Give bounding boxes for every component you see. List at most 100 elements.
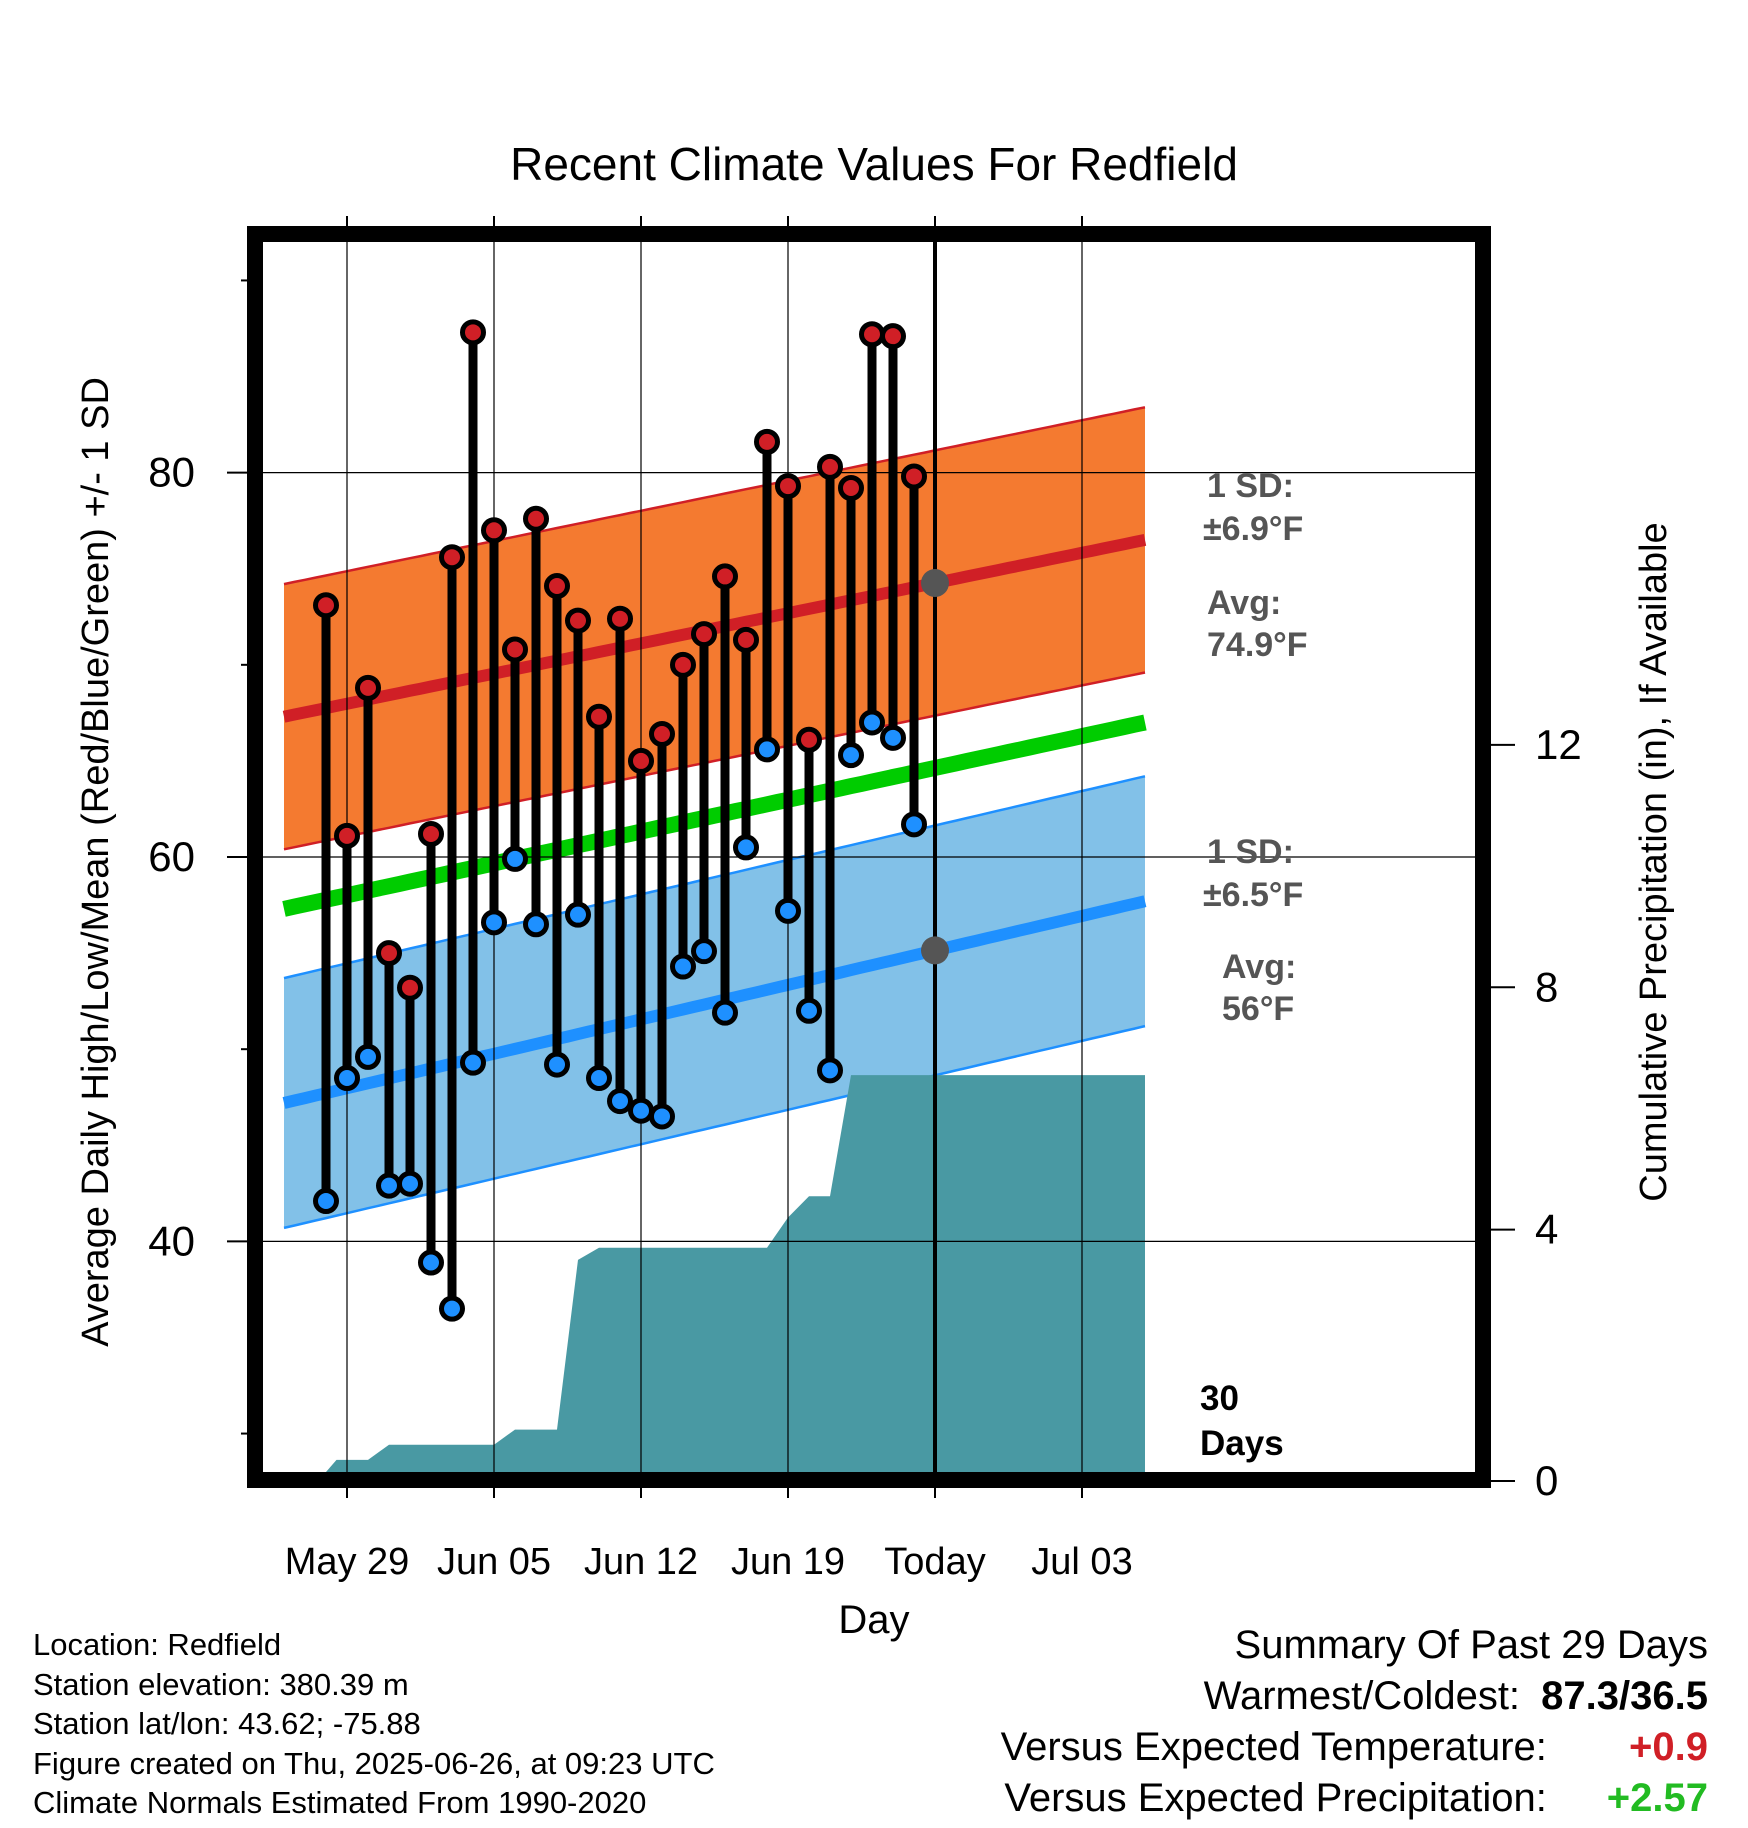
high-temp-point <box>544 573 570 600</box>
high-temp-point <box>397 974 423 1001</box>
low-temp-point <box>586 1065 612 1092</box>
low-temp-point <box>418 1249 444 1276</box>
high-sd-upper-line <box>283 406 1146 586</box>
high-sd-label: 1 SD: <box>1207 467 1294 505</box>
x-tick-label: Jul 03 <box>1031 1541 1132 1583</box>
low-temp-point <box>775 897 801 924</box>
high-temp-point <box>418 820 444 847</box>
plot-content <box>263 242 1475 1472</box>
today-high-avg-marker <box>921 569 949 598</box>
low-temp-point <box>670 953 696 980</box>
high-temp-point <box>355 674 381 701</box>
high-temp-point <box>460 319 486 346</box>
warmest-coldest-value: 87.3/36.5 <box>1541 1674 1708 1718</box>
high-temp-point <box>523 505 549 532</box>
low-sd-label: 1 SD: <box>1207 833 1294 871</box>
low-temp-point <box>502 845 528 872</box>
window-unit: Days <box>1200 1424 1284 1463</box>
high-temp-point <box>565 607 591 634</box>
y2-axis-label: Cumulative Precipitation (in), If Availa… <box>1633 522 1675 1201</box>
y2-tick-label: 0 <box>1535 1457 1558 1504</box>
high-temp-point <box>817 453 843 480</box>
low-avg-value: 56°F <box>1222 990 1294 1028</box>
today-low-avg-marker <box>921 936 949 965</box>
temp-departure-value: +0.9 <box>1629 1725 1708 1769</box>
summary-panel: Summary Of Past 29 Days Warmest/Coldest:… <box>1001 1620 1708 1824</box>
high-temp-point <box>775 473 801 500</box>
low-temp-point <box>439 1295 465 1322</box>
temp-departure-label: Versus Expected Temperature: <box>1000 1725 1547 1769</box>
low-temp-point <box>355 1043 381 1070</box>
high-temp-point <box>502 636 528 663</box>
high-temp-point <box>439 544 465 571</box>
high-temp-point <box>481 517 507 544</box>
high-temp-point <box>313 592 339 619</box>
high-avg-value: 74.9°F <box>1207 626 1308 664</box>
low-temp-point <box>460 1049 486 1076</box>
created-text: Figure created on Thu, 2025-06-26, at 09… <box>33 1745 715 1781</box>
low-temp-point <box>544 1051 570 1078</box>
x-tick-label: Jun 05 <box>437 1541 551 1583</box>
precip-departure-row: Versus Expected Precipitation: +2.57 <box>1001 1773 1708 1824</box>
high-sd-lower-line <box>283 671 1146 851</box>
low-temp-point <box>607 1088 633 1115</box>
x-tick-label: Jun 12 <box>584 1541 698 1583</box>
high-temp-point <box>670 651 696 678</box>
high-temp-point <box>691 621 717 648</box>
chart-title: Recent Climate Values For Redfield <box>510 138 1238 190</box>
high-temp-point <box>334 822 360 849</box>
warmest-coldest-label: Warmest/Coldest: <box>1203 1674 1521 1718</box>
low-temp-point <box>754 736 780 763</box>
elevation-text: Station elevation: 380.39 m <box>33 1666 409 1702</box>
high-sd-value: ±6.9°F <box>1203 510 1303 548</box>
y-tick-label: 40 <box>148 1217 195 1264</box>
low-temp-point <box>880 724 906 751</box>
high-temp-point <box>754 428 780 455</box>
location-text: Location: Redfield <box>33 1627 282 1662</box>
high-temp-point <box>628 747 654 774</box>
low-temp-point <box>901 811 927 838</box>
y2-tick-label: 8 <box>1535 963 1558 1010</box>
high-avg-label: Avg: <box>1207 584 1281 622</box>
low-temp-point <box>523 911 549 938</box>
y2-tick-label: 4 <box>1535 1206 1558 1253</box>
low-temp-point <box>334 1065 360 1092</box>
window-number: 30 <box>1200 1379 1239 1418</box>
low-temp-point <box>481 909 507 936</box>
summary-title: Summary Of Past 29 Days <box>1234 1623 1708 1667</box>
low-temp-point <box>376 1172 402 1199</box>
high-temp-point <box>712 563 738 590</box>
y-tick-label: 60 <box>148 833 195 880</box>
x-tick-label: May 29 <box>285 1541 410 1583</box>
precip-departure-value: +2.57 <box>1606 1776 1708 1820</box>
low-avg-label: Avg: <box>1222 948 1296 986</box>
high-temp-point <box>859 321 885 348</box>
low-temp-point <box>649 1103 675 1130</box>
warmest-coldest-row: Warmest/Coldest: 87.3/36.5 <box>1001 1671 1708 1722</box>
precip-area <box>326 1075 1145 1472</box>
low-temp-point <box>733 834 759 861</box>
high-temp-point <box>607 605 633 632</box>
low-temp-point <box>859 709 885 736</box>
latlon-text: Station lat/lon: 43.62; -75.88 <box>33 1706 421 1741</box>
x-tick-label: Today <box>884 1541 985 1583</box>
high-temp-point <box>586 703 612 730</box>
low-temp-point <box>838 742 864 769</box>
low-temp-point <box>397 1170 423 1197</box>
low-sd-value: ±6.5°F <box>1203 876 1303 914</box>
x-tick-label: Jun 19 <box>731 1541 845 1583</box>
low-temp-point <box>817 1057 843 1084</box>
high-temp-point <box>733 626 759 653</box>
high-temp-point <box>838 475 864 501</box>
low-temp-point <box>796 997 822 1024</box>
temp-departure-row: Versus Expected Temperature: +0.9 <box>1001 1722 1708 1773</box>
high-temp-point <box>901 463 927 490</box>
precip-departure-label: Versus Expected Precipitation: <box>1004 1776 1547 1820</box>
y-axis-label: Average Daily High/Low/Mean (Red/Blue/Gr… <box>75 377 117 1347</box>
low-temp-point <box>712 999 738 1026</box>
y-tick-label: 80 <box>148 449 195 496</box>
high-temp-point <box>376 940 402 967</box>
high-temp-point <box>796 726 822 753</box>
plot-area: 1 SD: ±6.9°F Avg: 74.9°F 1 SD: ±6.5°F Avg: 56°F… <box>148 216 1582 1583</box>
